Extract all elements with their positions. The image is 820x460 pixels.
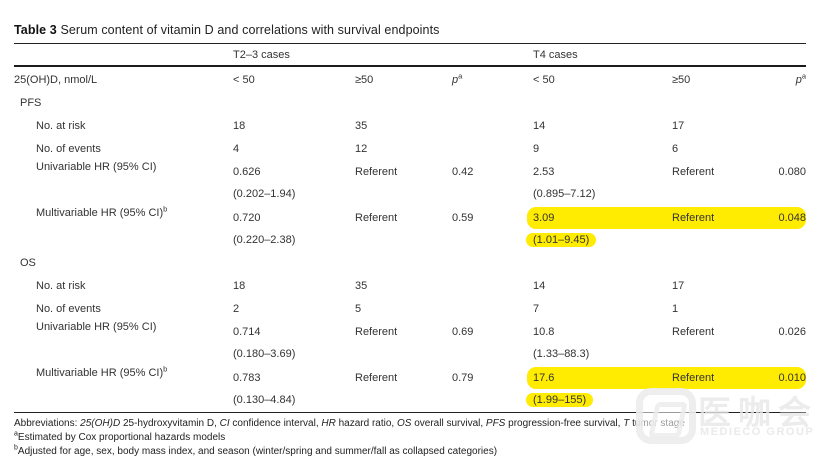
col-header-ge50-t4: ≥50 [672, 73, 691, 86]
row-label: Univariable HR (95% CI) [36, 161, 157, 173]
highlighted-ci: (1.99–155) [526, 393, 594, 407]
row-label: No. at risk [36, 119, 86, 132]
col-header-lt50-t4: < 50 [533, 73, 555, 86]
ci-value: (0.180–3.69) [233, 348, 296, 360]
table-row: Univariable HR (95% CI) 0.626 (0.202–1.94… [14, 160, 806, 206]
section-row-os: OS [14, 252, 806, 274]
table-row: Univariable HR (95% CI) 0.714 (0.180–3.69… [14, 320, 806, 366]
row-label: No. of events [36, 142, 101, 155]
column-header-row: 25(OH)D, nmol/L < 50 ≥50 pa < 50 ≥50 pa [14, 67, 806, 92]
ci-value: (0.895–7.12) [533, 188, 596, 200]
group-header-row: T2–3 cases T4 cases [14, 44, 806, 67]
ci-value: (0.202–1.94) [233, 188, 296, 200]
ci-value: (0.220–2.38) [233, 234, 296, 246]
table: T2–3 cases T4 cases 25(OH)D, nmol/L < 50… [14, 43, 806, 413]
ci-value: (1.01–9.45) [526, 229, 672, 251]
highlighted-ci: (1.01–9.45) [526, 233, 597, 247]
table-row-highlighted: Multivariable HR (95% CI)b 0.783 (0.130–4… [14, 364, 806, 412]
footnote-a: aEstimated by Cox proportional hazards m… [14, 430, 226, 444]
section-label: PFS [20, 97, 42, 109]
table-row: No. at risk 18 35 14 17 [14, 114, 806, 137]
col-header-p: pa [452, 70, 463, 86]
highlighted-value: 3.09 [527, 207, 672, 229]
footnotes: Abbreviations: 25(OH)D 25-hydroxyvitamin… [14, 413, 806, 460]
row-label: No. at risk [36, 279, 86, 292]
ci-value: (1.33–88.3) [533, 348, 590, 360]
table-row: No. of events 2 5 7 1 [14, 297, 806, 320]
highlighted-value: 0.048 [770, 207, 806, 229]
highlighted-value: Referent [672, 207, 770, 229]
group-t4-cases: T4 cases [533, 48, 578, 61]
section-label: OS [20, 257, 36, 269]
footnote-abbreviations: Abbreviations: 25(OH)D 25-hydroxyvitamin… [14, 418, 685, 429]
group-t2-3-cases: T2–3 cases [233, 48, 290, 61]
highlighted-value: 0.010 [770, 367, 806, 389]
table-row-highlighted: Multivariable HR (95% CI)b 0.720 (0.220–2… [14, 204, 806, 252]
row-label: Univariable HR (95% CI) [36, 321, 157, 333]
row-label: Multivariable HR (95% CI)b [36, 364, 168, 379]
col-header-ge50: ≥50 [355, 73, 374, 86]
highlighted-value: Referent [672, 367, 770, 389]
footnote-b: bAdjusted for age, sex, body mass index,… [14, 445, 498, 458]
row-label: Multivariable HR (95% CI)b [36, 204, 168, 219]
col-header-lt50: < 50 [233, 73, 255, 86]
section-row-pfs: PFS [14, 92, 806, 114]
table-caption: Serum content of vitamin D and correlati… [60, 23, 440, 37]
row-label: No. of events [36, 302, 101, 315]
col-header-p-t4: pa [795, 70, 806, 86]
table-row: No. at risk 18 35 14 17 [14, 274, 806, 297]
ci-value: (1.99–155) [526, 389, 672, 411]
table-row: No. of events 4 12 9 6 [14, 137, 806, 160]
highlighted-value: 17.6 [527, 367, 672, 389]
table-title: Table 3 Serum content of vitamin D and c… [14, 23, 806, 37]
ci-value: (0.130–4.84) [233, 394, 296, 406]
table-number: Table 3 [14, 23, 57, 37]
col-header-25ohd: 25(OH)D, nmol/L [14, 73, 98, 86]
